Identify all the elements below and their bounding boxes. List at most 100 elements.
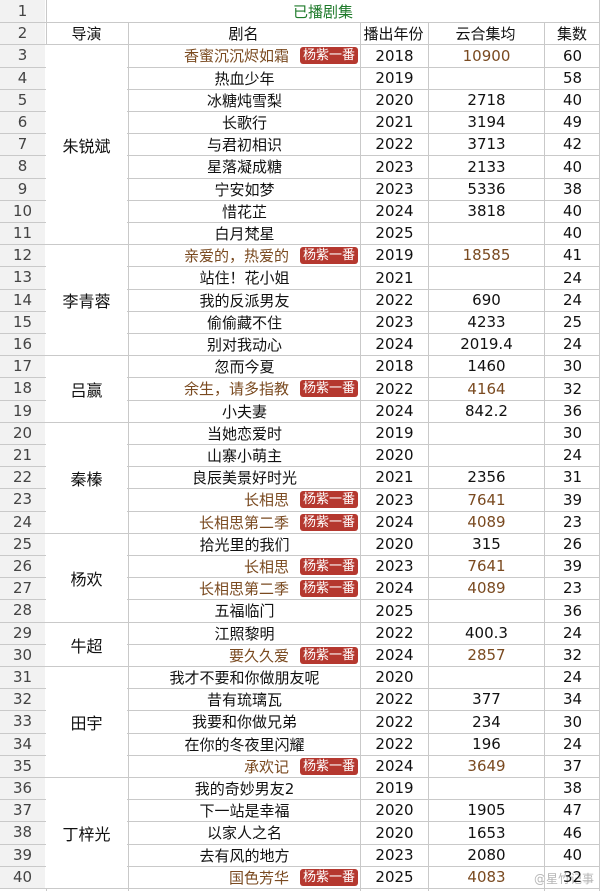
drama-title-cell[interactable]: 偷偷藏不住: [206, 313, 282, 332]
yunhe-cell[interactable]: [429, 599, 544, 622]
year-cell[interactable]: 2025: [375, 224, 414, 242]
yunhe-cell[interactable]: 4233: [467, 313, 506, 331]
episodes-cell[interactable]: 47: [562, 801, 583, 819]
drama-title-cell[interactable]: 亲爱的，热爱的: [183, 246, 289, 265]
director-cell[interactable]: 吕赢: [46, 356, 127, 422]
header-drama[interactable]: 剧名: [228, 24, 259, 43]
row-number[interactable]: 31: [0, 666, 45, 688]
yunhe-cell[interactable]: 315: [472, 535, 501, 553]
drama-title-cell[interactable]: 去有风的地方: [199, 846, 290, 865]
yunhe-cell[interactable]: 2718: [467, 91, 506, 109]
year-cell[interactable]: 2018: [375, 357, 414, 375]
drama-title-cell[interactable]: 以家人之名: [206, 824, 282, 842]
year-cell[interactable]: 2023: [375, 313, 414, 331]
yunhe-cell[interactable]: 196: [472, 735, 501, 753]
yunhe-cell[interactable]: 1905: [467, 801, 506, 819]
year-cell[interactable]: 2024: [375, 646, 414, 664]
episodes-cell[interactable]: 32: [562, 868, 583, 886]
yunhe-cell[interactable]: 2356: [467, 468, 506, 486]
year-cell[interactable]: 2021: [375, 113, 414, 131]
yunhe-cell[interactable]: [429, 222, 544, 244]
yunhe-cell[interactable]: [429, 666, 544, 688]
director-cell[interactable]: 牛超: [46, 623, 127, 666]
row-number[interactable]: 14: [0, 289, 45, 311]
year-cell[interactable]: 2021: [375, 468, 414, 486]
episodes-cell[interactable]: 30: [562, 712, 583, 731]
yunhe-cell[interactable]: 18585: [462, 246, 511, 264]
row-number[interactable]: 38: [0, 821, 45, 844]
drama-title-cell[interactable]: 山寨小萌主: [206, 446, 282, 465]
episodes-cell[interactable]: 37: [562, 757, 583, 775]
yunhe-cell[interactable]: 4083: [467, 868, 506, 886]
row-number[interactable]: 39: [0, 844, 45, 866]
episodes-cell[interactable]: 24: [562, 268, 583, 287]
director-cell[interactable]: 杨欢: [46, 534, 127, 622]
yunhe-cell[interactable]: 2857: [467, 646, 506, 664]
episodes-cell[interactable]: 36: [562, 402, 583, 420]
row-number[interactable]: 8: [0, 155, 45, 178]
row-number[interactable]: 40: [0, 866, 45, 888]
row-number[interactable]: 33: [0, 710, 45, 733]
row-number[interactable]: 37: [0, 799, 45, 821]
year-cell[interactable]: 2019: [375, 779, 414, 797]
row-number[interactable]: 7: [0, 133, 45, 155]
year-cell[interactable]: 2020: [375, 535, 414, 553]
drama-title-cell[interactable]: 长相思第二季: [198, 513, 289, 532]
row-number[interactable]: 25: [0, 533, 45, 555]
row-number[interactable]: 27: [0, 577, 45, 599]
year-cell[interactable]: 2020: [375, 823, 414, 842]
director-cell[interactable]: 李青蓉: [46, 245, 127, 355]
header-yunhe[interactable]: 云合集均: [455, 24, 516, 43]
episodes-cell[interactable]: 24: [562, 624, 583, 642]
drama-title-cell[interactable]: 余生，请多指教: [183, 380, 289, 398]
director-cell[interactable]: 丁梓光: [46, 778, 127, 888]
episodes-cell[interactable]: 38: [562, 779, 583, 797]
episodes-cell[interactable]: 49: [562, 113, 583, 131]
drama-title-cell[interactable]: 冰糖炖雪梨: [206, 91, 282, 110]
episodes-cell[interactable]: 40: [562, 202, 583, 220]
row-number[interactable]: 4: [0, 67, 45, 89]
year-cell[interactable]: 2022: [375, 690, 414, 708]
drama-title-cell[interactable]: 在你的冬夜里闪耀: [184, 735, 305, 754]
year-cell[interactable]: 2023: [375, 157, 414, 176]
drama-title-cell[interactable]: 与君初相识: [206, 135, 282, 154]
year-cell[interactable]: 2025: [375, 601, 414, 620]
episodes-cell[interactable]: 30: [562, 424, 583, 442]
drama-title-cell[interactable]: 江照黎明: [214, 624, 275, 643]
episodes-cell[interactable]: 32: [562, 646, 583, 664]
sheet-title[interactable]: 已播剧集: [292, 2, 353, 21]
yunhe-cell[interactable]: [429, 444, 544, 466]
row-number[interactable]: 35: [0, 755, 45, 777]
year-cell[interactable]: 2020: [375, 91, 414, 109]
yunhe-cell[interactable]: 4089: [467, 513, 506, 531]
drama-title-cell[interactable]: 香蜜沉沉烬如霜: [183, 47, 289, 65]
yunhe-cell[interactable]: 2133: [467, 157, 506, 176]
episodes-cell[interactable]: 39: [562, 557, 583, 575]
row-number[interactable]: 19: [0, 400, 45, 422]
year-cell[interactable]: 2022: [375, 712, 414, 731]
yunhe-cell[interactable]: 234: [472, 712, 501, 731]
year-cell[interactable]: 2024: [375, 335, 414, 353]
row-number[interactable]: 23: [0, 488, 45, 511]
row-number[interactable]: 36: [0, 777, 45, 799]
row-number[interactable]: 22: [0, 466, 45, 488]
year-cell[interactable]: 2019: [375, 69, 414, 87]
drama-title-cell[interactable]: 热血少年: [214, 69, 275, 88]
row-number[interactable]: 12: [0, 244, 45, 266]
row-number[interactable]: 28: [0, 599, 45, 622]
yunhe-cell[interactable]: 400.3: [465, 624, 508, 642]
yunhe-cell[interactable]: 3713: [467, 135, 506, 153]
drama-title-cell[interactable]: 我的反派男友: [199, 291, 290, 310]
drama-title-cell[interactable]: 当她恋爱时: [206, 424, 282, 443]
yunhe-cell[interactable]: 4089: [467, 579, 506, 597]
drama-title-cell[interactable]: 星落凝成糖: [206, 158, 282, 176]
episodes-cell[interactable]: 40: [562, 157, 583, 176]
yunhe-cell[interactable]: 7641: [467, 557, 506, 575]
year-cell[interactable]: 2022: [375, 735, 414, 753]
episodes-cell[interactable]: 30: [562, 357, 583, 375]
row-number[interactable]: 18: [0, 377, 45, 400]
episodes-cell[interactable]: 38: [562, 180, 583, 198]
drama-title-cell[interactable]: 国色芳华: [228, 868, 289, 887]
year-cell[interactable]: 2023: [375, 846, 414, 864]
yunhe-cell[interactable]: [429, 777, 544, 799]
